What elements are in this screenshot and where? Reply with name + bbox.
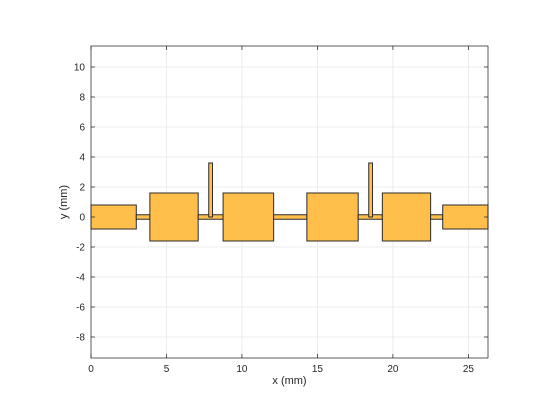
x-tick-label: 0 bbox=[88, 364, 94, 375]
resonator-2 bbox=[222, 192, 275, 242]
x-tick-label: 5 bbox=[164, 364, 170, 375]
y-tick-label: 6 bbox=[79, 123, 85, 134]
stub-1 bbox=[208, 162, 214, 218]
axes-box bbox=[90, 45, 489, 359]
x-tick-label: 20 bbox=[387, 364, 399, 375]
y-tick-label: -2 bbox=[76, 243, 85, 254]
plot-area: 0 5 10 15 20 25 -8 -6 -4 -2 0 2 4 6 8 10 bbox=[74, 45, 489, 375]
y-tick-label: -6 bbox=[76, 303, 85, 314]
grid bbox=[91, 46, 488, 358]
y-tick-label: -4 bbox=[76, 273, 85, 284]
line-3 bbox=[273, 214, 308, 220]
resonator-1 bbox=[149, 192, 199, 242]
y-tick-label: -8 bbox=[76, 333, 85, 344]
y-tick-label: 2 bbox=[79, 183, 85, 194]
ticks: 0 5 10 15 20 25 -8 -6 -4 -2 0 2 4 6 8 10 bbox=[74, 46, 488, 375]
port-pad-right bbox=[442, 204, 489, 230]
line-1 bbox=[135, 214, 151, 220]
geometry-layer bbox=[90, 162, 489, 242]
resonator-4 bbox=[381, 192, 432, 242]
y-tick-label: 0 bbox=[79, 213, 85, 224]
stub-2 bbox=[368, 162, 374, 218]
y-axis-label: y (mm) bbox=[58, 185, 70, 219]
port-pad-left bbox=[90, 204, 137, 230]
y-tick-label: 10 bbox=[74, 63, 86, 74]
y-tick-label: 4 bbox=[79, 153, 85, 164]
x-tick-label: 15 bbox=[312, 364, 324, 375]
x-tick-label: 25 bbox=[463, 364, 475, 375]
line-5 bbox=[430, 214, 444, 220]
x-tick-label: 10 bbox=[236, 364, 248, 375]
x-axis-label: x (mm) bbox=[272, 375, 306, 387]
resonator-3 bbox=[306, 192, 359, 242]
y-tick-label: 8 bbox=[79, 93, 85, 104]
